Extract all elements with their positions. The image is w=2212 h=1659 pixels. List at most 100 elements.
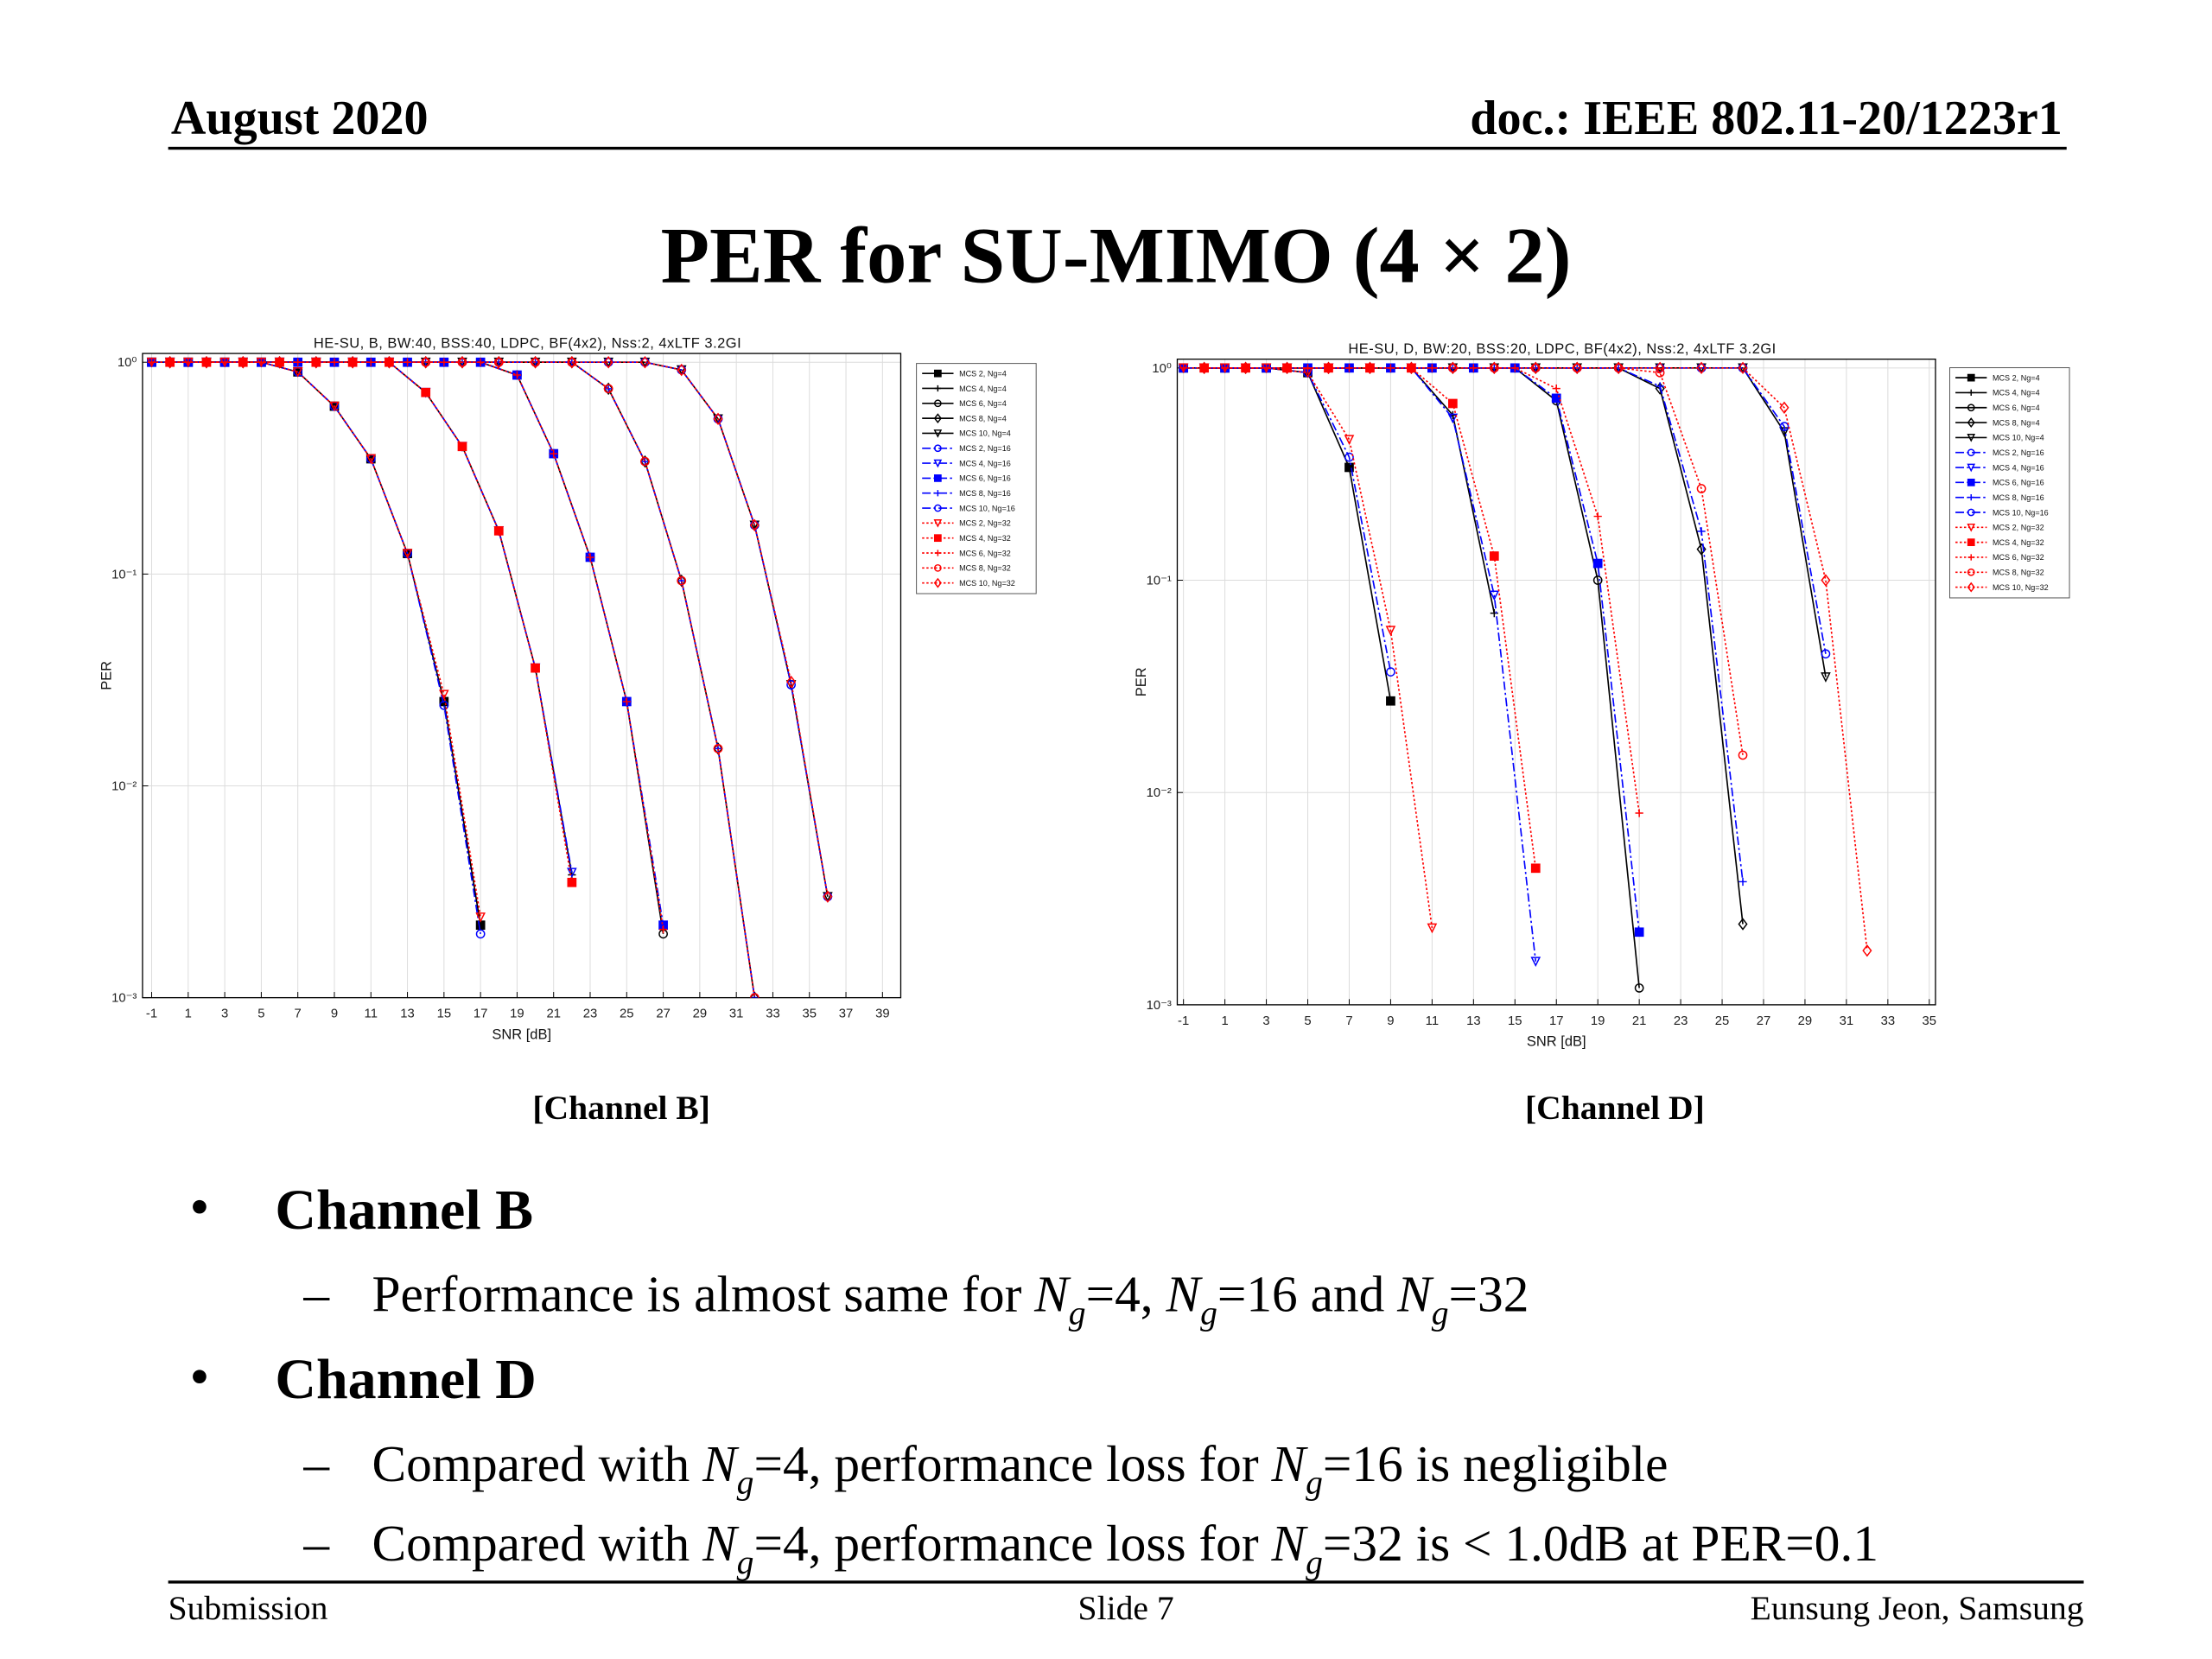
marker <box>1655 367 1665 378</box>
x-tick-label: 31 <box>1840 1014 1854 1028</box>
marker <box>1385 626 1396 636</box>
marker <box>933 459 943 468</box>
marker <box>604 385 613 393</box>
x-tick-label: 5 <box>257 1007 264 1021</box>
marker <box>1738 361 1748 375</box>
marker <box>1696 543 1707 556</box>
y-tick-label: 10⁻³ <box>111 992 137 1006</box>
marker <box>238 355 248 369</box>
marker <box>933 429 943 438</box>
x-tick-label: 17 <box>1549 1014 1564 1028</box>
x-tick-label: 1 <box>185 1007 192 1021</box>
bullet-dot: • <box>189 1176 209 1239</box>
marker <box>933 534 942 543</box>
marker <box>1489 361 1499 375</box>
marker <box>1530 361 1541 375</box>
x-tick-label: 33 <box>766 1007 780 1021</box>
marker <box>1634 927 1644 938</box>
marker <box>1592 558 1603 569</box>
marker <box>640 457 650 466</box>
marker <box>1862 944 1872 957</box>
series-line <box>169 361 829 897</box>
marker <box>1967 508 1975 517</box>
marker <box>823 890 833 903</box>
legend-label: MCS 2, Ng=32 <box>1993 524 2044 532</box>
marker <box>1967 538 1975 546</box>
legend-label: MCS 10, Ng=16 <box>1993 508 2049 517</box>
marker <box>639 355 650 369</box>
marker <box>1386 696 1395 706</box>
header-doc: doc.: IEEE 802.11-20/1223r1 <box>1470 92 2062 145</box>
x-tick-label: 9 <box>1387 1014 1394 1028</box>
x-tick-label: -1 <box>1178 1014 1189 1028</box>
legend-label: MCS 2, Ng=32 <box>959 519 1011 528</box>
text-run: N <box>1270 1435 1308 1492</box>
marker <box>1967 434 1976 442</box>
series-line <box>1204 367 1868 951</box>
marker <box>933 563 942 572</box>
text-run: g <box>1069 1294 1086 1332</box>
legend-label: MCS 8, Ng=4 <box>959 414 1007 423</box>
marker <box>475 912 486 923</box>
marker <box>1696 484 1707 493</box>
marker <box>384 355 394 369</box>
marker <box>586 553 594 562</box>
text-run: g <box>737 1464 754 1502</box>
header-date: August 2020 <box>171 92 429 145</box>
marker <box>550 449 558 458</box>
marker <box>1344 452 1354 462</box>
x-tick-label: 13 <box>1466 1014 1481 1028</box>
series-group <box>1178 361 1872 993</box>
marker <box>292 367 303 378</box>
x-tick-label: 23 <box>1674 1014 1688 1028</box>
marker <box>1613 361 1624 375</box>
text-run: =32 <box>1449 1266 1529 1323</box>
series-line <box>151 361 664 930</box>
marker <box>1489 551 1499 561</box>
marker <box>1967 478 1975 486</box>
marker <box>1552 385 1560 393</box>
text-run: N <box>702 1515 740 1572</box>
marker <box>1530 863 1541 874</box>
x-tick-label: 17 <box>474 1007 488 1021</box>
legend-label: MCS 6, Ng=16 <box>1993 479 2044 487</box>
marker <box>1967 582 1975 593</box>
marker <box>1967 448 1975 457</box>
legend-label: MCS 6, Ng=16 <box>959 474 1011 483</box>
x-tick-label: 1 <box>1221 1014 1228 1028</box>
x-tick-label: 19 <box>510 1007 524 1021</box>
marker <box>1447 361 1458 375</box>
text-run: N <box>1270 1515 1308 1572</box>
legend-label: MCS 10, Ng=4 <box>959 429 1011 438</box>
marker <box>1364 361 1376 375</box>
x-tick-label: 25 <box>620 1007 634 1021</box>
marker <box>421 355 431 369</box>
marker <box>786 675 797 689</box>
legend-label: MCS 6, Ng=32 <box>1993 553 2044 562</box>
x-tick-label: 13 <box>400 1007 414 1021</box>
x-tick-label: 21 <box>1632 1014 1647 1028</box>
x-tick-label: 27 <box>1757 1014 1771 1028</box>
legend-label: MCS 2, Ng=16 <box>1993 448 2044 457</box>
x-tick-label: 3 <box>1262 1014 1269 1028</box>
marker <box>933 474 942 482</box>
marker <box>567 868 577 879</box>
legend-label: MCS 2, Ng=16 <box>959 444 1011 453</box>
marker <box>1386 667 1395 677</box>
marker <box>1447 398 1458 409</box>
text-run: g <box>1432 1294 1449 1332</box>
marker <box>933 399 942 408</box>
chart: -1 1 3 5 7 9 11 13 15 17 19 21 23 25 27 29 31 33 3510⁻³10⁻… <box>1134 341 2070 1050</box>
marker <box>1656 382 1664 391</box>
x-axis-label: SNR [dB] <box>492 1027 551 1042</box>
marker <box>934 385 941 392</box>
marker <box>1738 877 1747 887</box>
marker <box>713 743 723 753</box>
plot-frame <box>1176 359 1936 1006</box>
legend-label: MCS 8, Ng=4 <box>1993 418 2040 427</box>
legend-label: MCS 4, Ng=32 <box>1993 538 2044 547</box>
legend-label: MCS 4, Ng=4 <box>1993 389 2040 397</box>
text-run: =32 is < 1.0dB at PER=0.1 <box>1323 1515 1878 1572</box>
text-run: g <box>737 1543 754 1581</box>
